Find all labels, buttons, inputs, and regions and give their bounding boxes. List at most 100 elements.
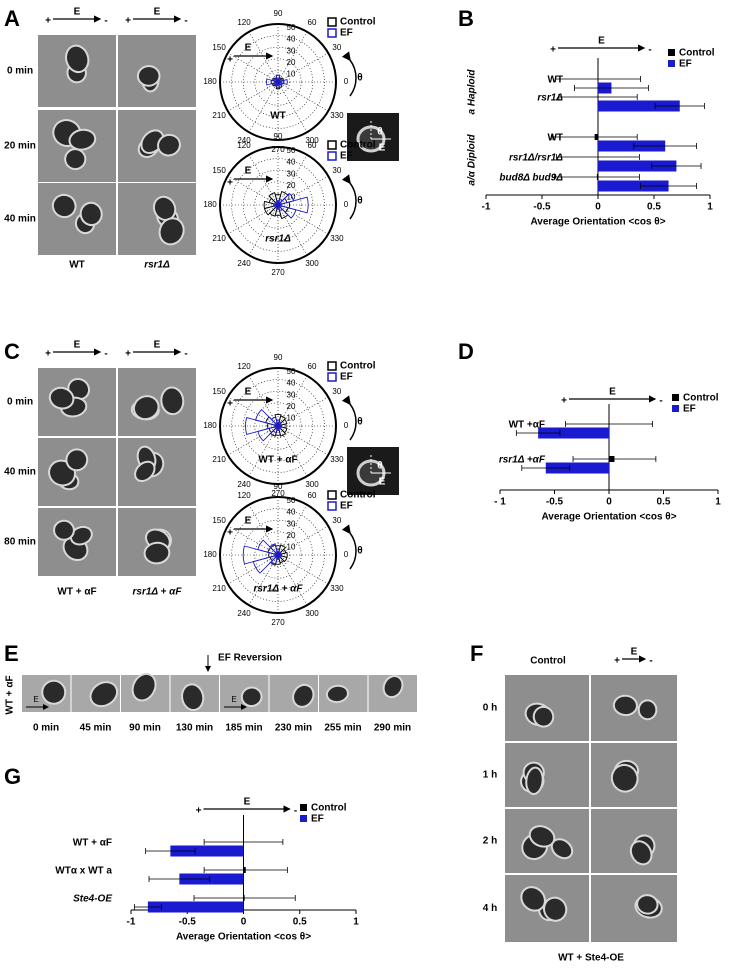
cell	[543, 896, 568, 922]
theta-tick-label: 0	[344, 200, 349, 209]
cell	[160, 386, 185, 416]
theta-tick-label: 180	[203, 200, 217, 209]
theta-tick-label: 180	[203, 77, 217, 86]
grid-circle	[242, 390, 314, 462]
cell	[53, 519, 75, 541]
annotation: EF Reversion	[218, 653, 282, 664]
r-tick-label: 40	[287, 379, 296, 388]
r-tick-label: 30	[287, 519, 296, 528]
group-label: a Haploid	[467, 69, 478, 115]
field-plus: +	[227, 399, 233, 410]
row-label: WT + αF	[5, 675, 16, 714]
cell	[629, 840, 653, 866]
time-label: 90 min	[129, 723, 161, 734]
category-label: WT +αF	[509, 420, 545, 431]
cell	[181, 683, 205, 712]
time-label: 130 min	[176, 723, 213, 734]
r-tick-label: 20	[287, 181, 296, 190]
rose-petal	[276, 78, 284, 83]
row-label: 40 min	[4, 214, 36, 225]
error-bar	[651, 163, 702, 169]
cell	[134, 460, 156, 483]
category-label: Ste4-OE	[73, 894, 112, 905]
legend-label: Control	[340, 17, 376, 28]
radial-line	[277, 31, 308, 83]
rose-petal	[269, 203, 279, 217]
field-letter: E	[245, 43, 252, 54]
column-label: rsr1Δ + αF	[133, 587, 183, 598]
radial-line	[277, 425, 329, 456]
panel-label: D	[458, 339, 474, 364]
legend-swatch	[668, 49, 675, 56]
x-tick-label: 0	[606, 497, 612, 508]
legend-swatch	[668, 60, 675, 67]
r-tick-label: 30	[287, 169, 296, 178]
row-label: 20 min	[4, 141, 36, 152]
rose-petal	[275, 80, 281, 89]
direction-label: θ	[357, 196, 362, 207]
grid-circle	[242, 169, 314, 241]
category-label: WT + αF	[73, 838, 112, 849]
x-tick-label: -0.5	[546, 497, 564, 508]
direction-arc	[341, 395, 357, 441]
x-axis-label: Average Orientation <cos θ>	[530, 217, 665, 228]
field-minus: -	[104, 349, 107, 360]
grid-circle	[254, 181, 302, 229]
field-letter: E	[74, 7, 81, 18]
field-letter: E	[609, 387, 616, 398]
time-label: 255 min	[324, 723, 361, 734]
error-bar	[145, 848, 196, 854]
theta-tick-label: 300	[305, 609, 319, 618]
theta-tick-label: 330	[330, 111, 344, 120]
rose-petal	[276, 196, 309, 214]
panel-label: E	[4, 641, 19, 666]
time-label: 230 min	[275, 723, 312, 734]
rose-petal	[245, 417, 280, 435]
theta-tick-label: 210	[212, 584, 226, 593]
theta-tick-label: 330	[330, 234, 344, 243]
legend-label: EF	[340, 501, 353, 512]
rose-petal	[270, 553, 279, 565]
rose-petal	[276, 81, 284, 86]
direction-label: θ	[357, 546, 362, 557]
radial-line	[277, 175, 329, 206]
panel-label: B	[458, 6, 474, 31]
field-minus: -	[294, 806, 297, 817]
theta-tick-label: 150	[212, 387, 226, 396]
bar	[598, 100, 680, 112]
r-tick-label: 20	[287, 58, 296, 67]
legend-swatch	[672, 405, 679, 412]
legend-label: EF	[679, 59, 692, 70]
bar	[598, 140, 666, 152]
group-label: a/α Diploid	[467, 134, 478, 186]
field-plus: +	[45, 349, 51, 360]
radial-line	[277, 81, 308, 133]
category-label: WTα x WT a	[55, 866, 112, 877]
legend-swatch	[327, 361, 337, 371]
field-minus: -	[104, 16, 107, 27]
row-label: 4 h	[483, 903, 497, 914]
radial-line	[277, 504, 308, 556]
field-plus: +	[550, 45, 556, 56]
row-label: 0 min	[7, 397, 33, 408]
error-bar	[556, 154, 640, 160]
error-bar	[203, 839, 284, 845]
theta-tick-label: 210	[212, 234, 226, 243]
time-label: 290 min	[374, 723, 411, 734]
radial-line	[227, 52, 279, 83]
radial-line	[277, 204, 308, 256]
bar	[170, 845, 244, 857]
bar	[545, 462, 609, 474]
rose-petal	[272, 81, 280, 86]
error-bar	[565, 421, 653, 427]
cell	[528, 825, 556, 848]
theta-tick-label: 90	[274, 353, 283, 362]
cell	[79, 201, 103, 227]
rose-petal	[277, 198, 283, 207]
radial-line	[277, 204, 329, 235]
x-tick-label: 1	[715, 497, 721, 508]
theta-tick-label: 90	[274, 132, 283, 141]
theta-tick-label: 60	[308, 362, 317, 371]
bar	[538, 427, 609, 439]
